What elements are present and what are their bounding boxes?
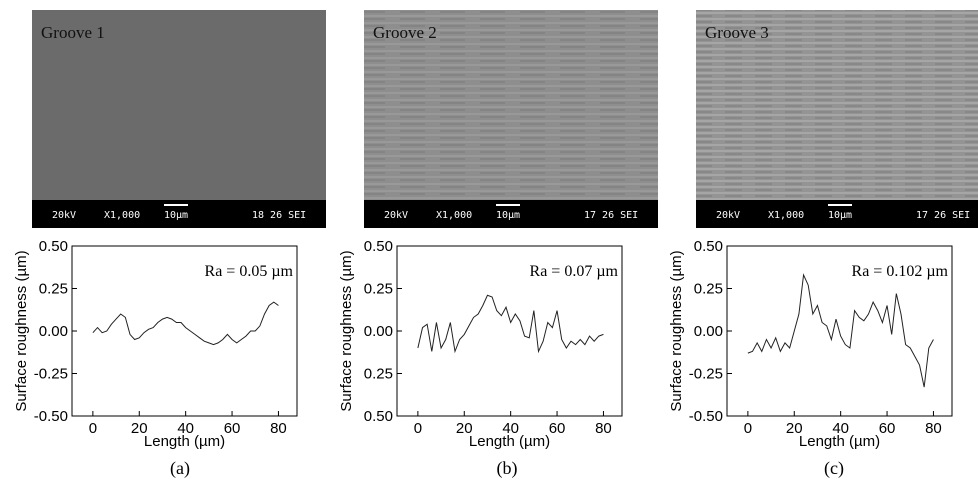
x-tick-label: 0 (744, 420, 752, 437)
y-tick-label: 0.50 (364, 408, 393, 425)
y-axis-label: Surface roughness (µm) (338, 250, 355, 411)
image-info: X1,000 (104, 210, 140, 221)
scale-bar (496, 204, 520, 206)
y-tick-label: -0.25 (689, 366, 723, 383)
x-axis-label: Length (µm) (799, 433, 880, 450)
x-tick-label: 60 (879, 420, 896, 437)
annotation: Ra = 0.05 µm (205, 263, 294, 280)
panel-label: (b) (497, 458, 518, 479)
x-tick-label: 0 (414, 420, 422, 437)
image-info: 10μm (828, 210, 852, 221)
x-tick-label: 20 (131, 420, 148, 437)
image-label: Groove 1 (41, 23, 105, 42)
x-tick-label: 80 (925, 420, 942, 437)
x-tick-label: 80 (270, 420, 287, 437)
data-line (92, 301, 279, 346)
x-axis-label: Length (µm) (144, 433, 225, 450)
y-tick-label: 0.25 (694, 281, 723, 298)
scale-bar (828, 204, 852, 206)
image-info: 17 26 SEI (584, 210, 638, 221)
y-axis-label: Surface roughness (µm) (13, 250, 30, 411)
image-info: 20kV (384, 210, 408, 221)
data-line (747, 273, 934, 388)
image-label: Groove 2 (373, 23, 437, 42)
image-info: X1,000 (436, 210, 472, 221)
image-info: 20kV (52, 210, 76, 221)
y-tick-label: 0.00 (364, 323, 393, 340)
chart: 0.50 0.25 0.00 -0.25 -0.50 0 20 40 60 80 Length (µ… (668, 238, 953, 450)
y-axis-label: Surface roughness (µm) (668, 250, 685, 411)
x-tick-label: 40 (177, 420, 194, 437)
x-tick-label: 20 (456, 420, 473, 437)
data-line (417, 294, 604, 354)
y-tick-label: 0.25 (39, 281, 68, 298)
sem-image (696, 10, 978, 200)
sem-image (32, 10, 326, 200)
x-tick-label: 60 (549, 420, 566, 437)
annotation: Ra = 0.07 µm (530, 263, 619, 280)
x-tick-label: 0 (89, 420, 97, 437)
y-tick-label: -0.25 (34, 366, 68, 383)
y-tick-label: -0.50 (689, 408, 723, 425)
x-tick-label: 80 (595, 420, 612, 437)
image-info: X1,000 (768, 210, 804, 221)
image-info: 10μm (164, 210, 188, 221)
chart: 0.50 0.25 0.00 -0.25 -0.50 0 20 40 60 80 Length (µ… (13, 238, 298, 450)
image-info: 20kV (716, 210, 740, 221)
y-tick-label: 0.50 (364, 238, 393, 255)
y-tick-label: 0.25 (364, 366, 393, 383)
image-info: 17 26 SEI (916, 210, 970, 221)
panel-label: (c) (824, 458, 844, 479)
y-tick-label: 0.00 (39, 323, 68, 340)
y-tick-label: 0.00 (694, 323, 723, 340)
sem-image (364, 10, 658, 200)
x-tick-label: 40 (832, 420, 849, 437)
panel-label: (a) (170, 458, 190, 479)
x-tick-label: 20 (786, 420, 803, 437)
image-info: 10μm (496, 210, 520, 221)
scale-bar (164, 204, 188, 206)
y-tick-label: -0.50 (34, 408, 68, 425)
annotation: Ra = 0.102 µm (852, 263, 949, 280)
image-info: 18 26 SEI (252, 210, 306, 221)
x-axis-label: Length (µm) (469, 433, 550, 450)
x-tick-label: 60 (224, 420, 241, 437)
image-label: Groove 3 (705, 23, 769, 42)
y-tick-label: 0.50 (694, 238, 723, 255)
chart: 0.50 0.25 0.00 0.25 0.50 0 20 40 60 80 Length (µm)… (338, 238, 623, 450)
y-tick-label: 0.50 (39, 238, 68, 255)
x-tick-label: 40 (502, 420, 519, 437)
y-tick-label: 0.25 (364, 281, 393, 298)
